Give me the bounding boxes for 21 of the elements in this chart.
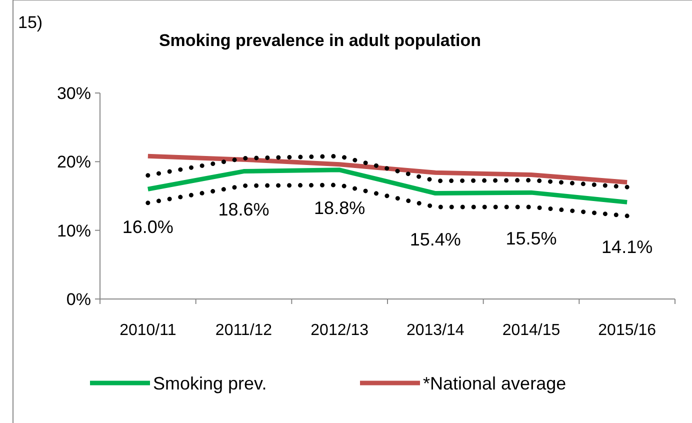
data-label: 16.0% xyxy=(122,217,174,238)
data-label: 15.4% xyxy=(410,229,461,250)
y-tick-label: 30% xyxy=(56,84,91,103)
x-tick-label: 2010/11 xyxy=(120,322,176,339)
data-label: 18.8% xyxy=(314,198,366,218)
x-tick-label: 2013/14 xyxy=(406,322,464,339)
x-tick-label: 2014/15 xyxy=(502,322,560,339)
data-label: 18.6% xyxy=(218,199,270,220)
legend-label: *National average xyxy=(423,373,566,394)
x-tick-label: 2015/16 xyxy=(598,322,656,339)
data-label: 14.1% xyxy=(602,237,653,258)
x-tick-label: 2011/12 xyxy=(215,322,272,339)
y-tick-label: 10% xyxy=(56,221,91,240)
line-series xyxy=(146,182,630,218)
chart-title: Smoking prevalence in adult population xyxy=(158,31,482,50)
legend-label: Smoking prev. xyxy=(153,373,267,394)
y-tick-label: 0% xyxy=(66,290,91,309)
x-tick-label: 2012/13 xyxy=(310,322,369,339)
y-tick-label: 20% xyxy=(56,152,91,172)
text: 15) xyxy=(18,13,43,32)
data-label: 15.5% xyxy=(506,228,557,249)
